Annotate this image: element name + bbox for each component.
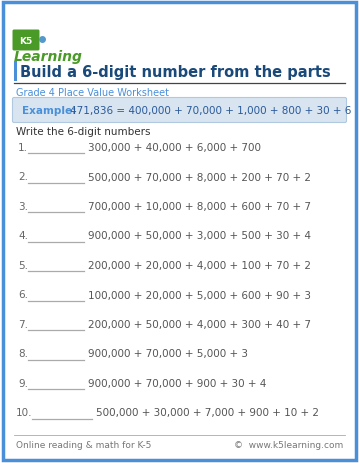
Text: 200,000 + 20,000 + 4,000 + 100 + 70 + 2: 200,000 + 20,000 + 4,000 + 100 + 70 + 2 xyxy=(88,260,311,270)
Text: 200,000 + 50,000 + 4,000 + 300 + 40 + 7: 200,000 + 50,000 + 4,000 + 300 + 40 + 7 xyxy=(88,319,311,329)
Text: 2.: 2. xyxy=(18,172,28,182)
Text: Grade 4 Place Value Worksheet: Grade 4 Place Value Worksheet xyxy=(16,88,169,98)
Text: 8.: 8. xyxy=(18,349,28,359)
Text: 5.: 5. xyxy=(18,260,28,270)
Text: 300,000 + 40,000 + 6,000 + 700: 300,000 + 40,000 + 6,000 + 700 xyxy=(88,143,261,153)
Text: ©  www.k5learning.com: © www.k5learning.com xyxy=(234,441,343,450)
Text: 100,000 + 20,000 + 5,000 + 600 + 90 + 3: 100,000 + 20,000 + 5,000 + 600 + 90 + 3 xyxy=(88,290,311,300)
Text: 9.: 9. xyxy=(18,378,28,388)
Text: 7.: 7. xyxy=(18,319,28,329)
Text: Example:: Example: xyxy=(22,106,76,116)
Bar xyxy=(14,62,17,82)
Text: 1.: 1. xyxy=(18,143,28,153)
Text: 4.: 4. xyxy=(18,231,28,241)
Text: Learning: Learning xyxy=(14,50,83,64)
Text: 900,000 + 50,000 + 3,000 + 500 + 30 + 4: 900,000 + 50,000 + 3,000 + 500 + 30 + 4 xyxy=(88,231,311,241)
Text: Write the 6-digit numbers: Write the 6-digit numbers xyxy=(16,127,150,137)
FancyBboxPatch shape xyxy=(13,98,346,123)
Text: Build a 6-digit number from the parts: Build a 6-digit number from the parts xyxy=(20,64,331,79)
Text: 471,836 = 400,000 + 70,000 + 1,000 + 800 + 30 + 6: 471,836 = 400,000 + 70,000 + 1,000 + 800… xyxy=(70,106,351,116)
Text: 500,000 + 70,000 + 8,000 + 200 + 70 + 2: 500,000 + 70,000 + 8,000 + 200 + 70 + 2 xyxy=(88,172,311,182)
Text: 3.: 3. xyxy=(18,201,28,212)
Text: Online reading & math for K-5: Online reading & math for K-5 xyxy=(16,441,151,450)
Text: 700,000 + 10,000 + 8,000 + 600 + 70 + 7: 700,000 + 10,000 + 8,000 + 600 + 70 + 7 xyxy=(88,201,311,212)
Text: 6.: 6. xyxy=(18,290,28,300)
Text: 10.: 10. xyxy=(16,407,33,418)
FancyBboxPatch shape xyxy=(13,31,39,51)
Text: K5: K5 xyxy=(19,37,33,45)
Text: 900,000 + 70,000 + 5,000 + 3: 900,000 + 70,000 + 5,000 + 3 xyxy=(88,349,248,359)
Text: 900,000 + 70,000 + 900 + 30 + 4: 900,000 + 70,000 + 900 + 30 + 4 xyxy=(88,378,266,388)
Text: 500,000 + 30,000 + 7,000 + 900 + 10 + 2: 500,000 + 30,000 + 7,000 + 900 + 10 + 2 xyxy=(96,407,319,418)
